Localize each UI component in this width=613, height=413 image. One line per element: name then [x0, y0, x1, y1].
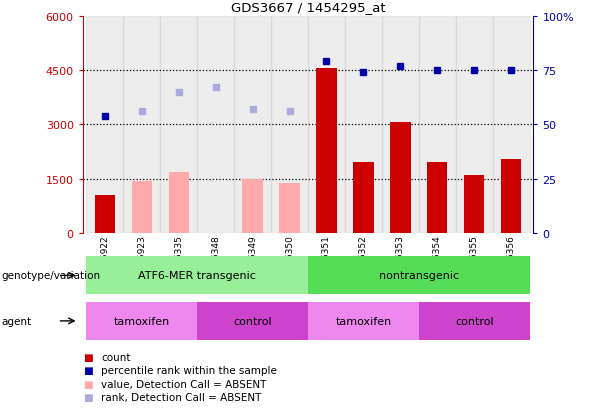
Text: count: count	[101, 352, 131, 362]
Text: tamoxifen: tamoxifen	[335, 316, 392, 326]
Bar	[86, 302, 197, 340]
Bar	[197, 17, 234, 233]
Bar	[419, 17, 455, 233]
Text: percentile rank within the sample: percentile rank within the sample	[101, 366, 277, 375]
Bar	[86, 17, 123, 233]
Bar	[353, 163, 373, 233]
Bar	[316, 69, 337, 233]
Text: ■: ■	[83, 352, 93, 362]
Bar	[390, 123, 411, 233]
Text: ■: ■	[83, 366, 93, 375]
Bar	[123, 17, 161, 233]
Text: ■: ■	[83, 392, 93, 402]
Bar	[169, 173, 189, 233]
Bar	[86, 257, 308, 294]
Text: rank, Detection Call = ABSENT: rank, Detection Call = ABSENT	[101, 392, 262, 402]
Text: control: control	[455, 316, 493, 326]
Text: tamoxifen: tamoxifen	[114, 316, 170, 326]
Bar	[382, 17, 419, 233]
Bar	[419, 302, 530, 340]
Bar	[197, 302, 308, 340]
Text: genotype/variation: genotype/variation	[1, 271, 101, 281]
Bar	[427, 163, 447, 233]
Bar	[308, 257, 530, 294]
Text: ATF6-MER transgenic: ATF6-MER transgenic	[139, 271, 256, 281]
Bar	[501, 159, 521, 233]
Bar	[132, 182, 152, 233]
Bar	[455, 17, 493, 233]
Bar	[280, 183, 300, 233]
Bar	[95, 195, 115, 233]
Bar	[345, 17, 382, 233]
Bar	[308, 302, 419, 340]
Text: control: control	[234, 316, 272, 326]
Bar	[243, 180, 263, 233]
Bar	[234, 17, 271, 233]
Title: GDS3667 / 1454295_at: GDS3667 / 1454295_at	[230, 1, 386, 14]
Text: value, Detection Call = ABSENT: value, Detection Call = ABSENT	[101, 379, 267, 389]
Text: agent: agent	[1, 316, 31, 326]
Text: nontransgenic: nontransgenic	[379, 271, 459, 281]
Bar	[464, 176, 484, 233]
Bar	[271, 17, 308, 233]
Bar	[308, 17, 345, 233]
Bar	[161, 17, 197, 233]
Bar	[493, 17, 530, 233]
Text: ■: ■	[83, 379, 93, 389]
